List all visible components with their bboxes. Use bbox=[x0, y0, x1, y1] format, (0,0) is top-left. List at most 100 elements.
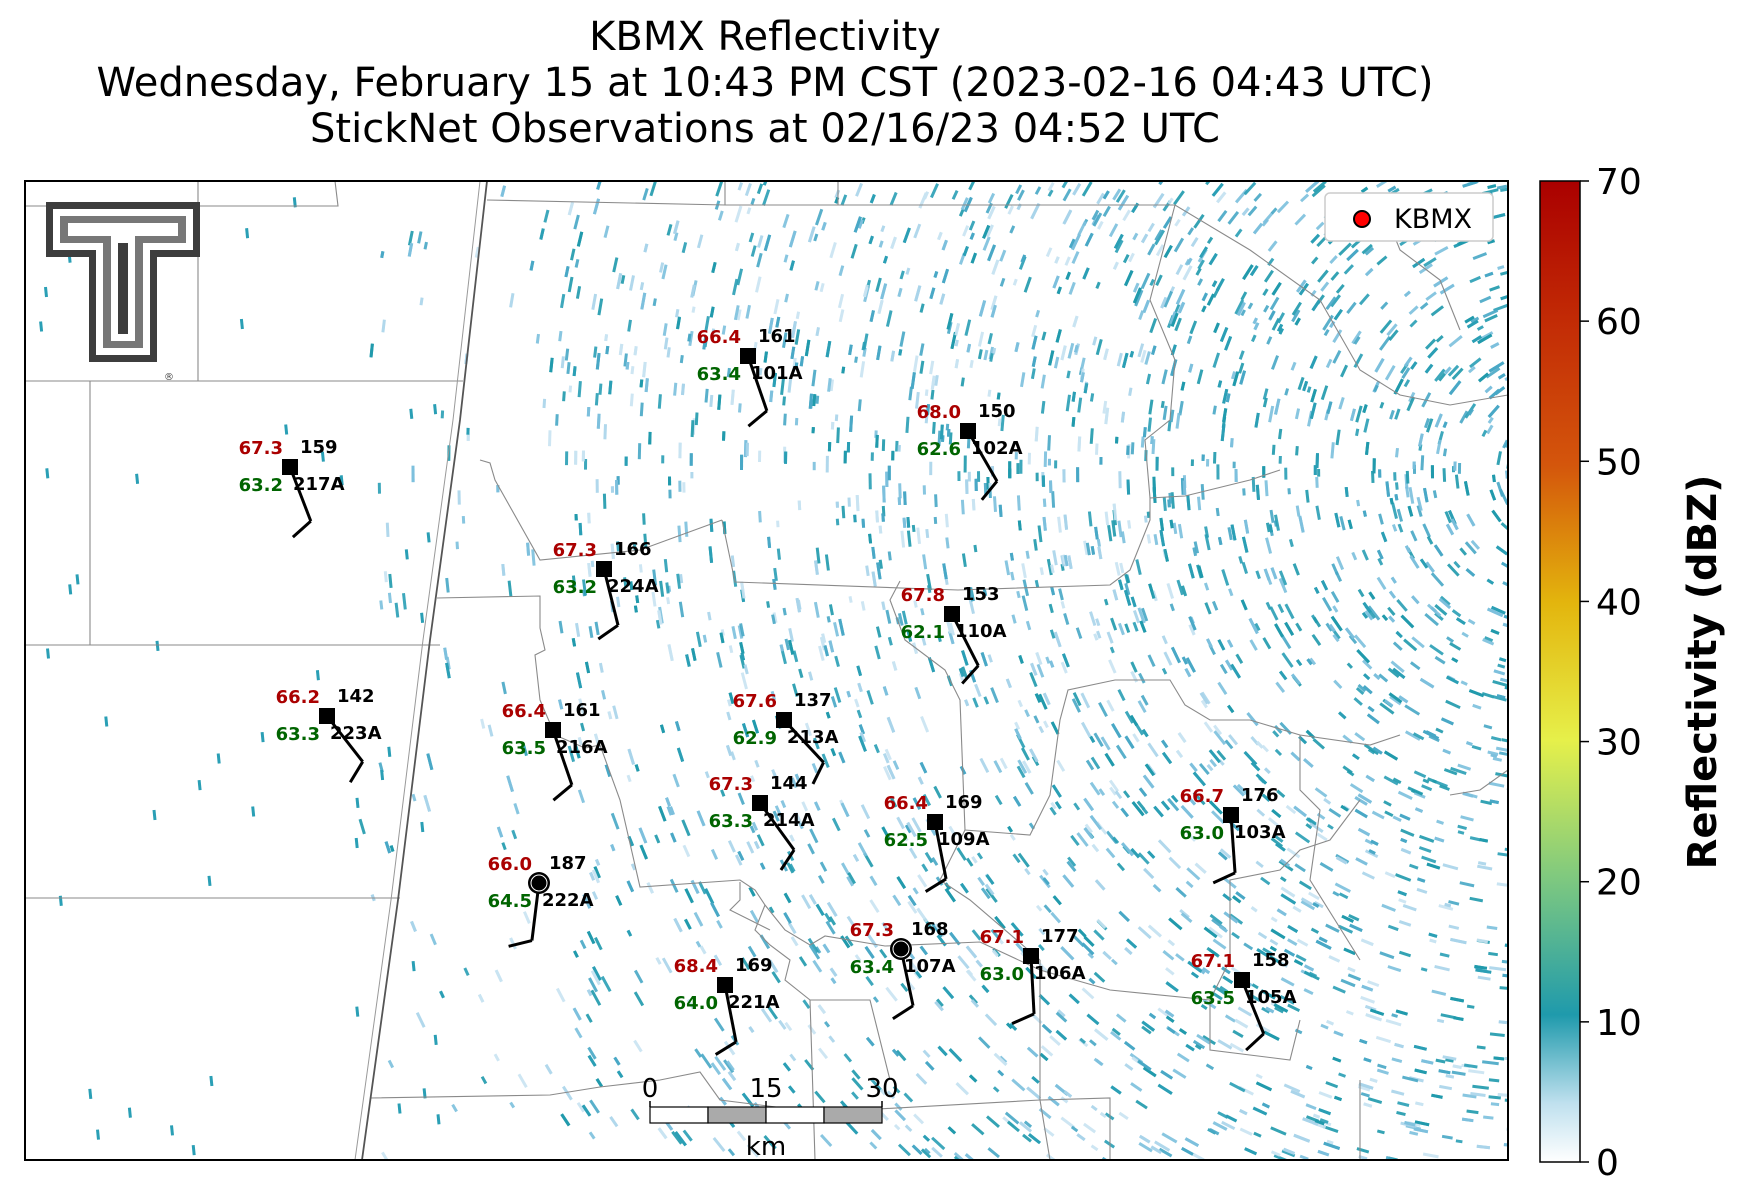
station-marker bbox=[1023, 948, 1039, 964]
station-id: 213A bbox=[787, 727, 839, 748]
wind-barb-flag bbox=[1245, 1032, 1265, 1052]
wind-barb bbox=[288, 466, 313, 522]
texas-tech-double-t-logo: ® bbox=[46, 202, 200, 383]
station-temperature: 67.1 bbox=[980, 927, 1024, 948]
colorbar-tick-label: 70 bbox=[1596, 162, 1642, 203]
wind-barb bbox=[966, 430, 999, 482]
colorbar-tick-label: 40 bbox=[1596, 582, 1642, 623]
station-wind-direction: 166 bbox=[614, 539, 652, 560]
station-temperature: 67.3 bbox=[850, 920, 894, 941]
station-dewpoint: 64.0 bbox=[674, 993, 718, 1014]
wind-barb-flag bbox=[747, 409, 768, 428]
colorbar-tick-label: 30 bbox=[1596, 723, 1642, 764]
wind-barb-flag bbox=[892, 1004, 914, 1020]
station-temperature: 66.4 bbox=[884, 793, 928, 814]
stations-layer: 66.4 63.4 161 101A 68.0 62.6 150 102A 67.3 63.2 15… bbox=[239, 326, 1297, 1056]
wind-barb-flag bbox=[714, 1040, 737, 1056]
station-wind-direction: 142 bbox=[337, 686, 375, 707]
station-id: 224A bbox=[607, 576, 659, 597]
station-wind-direction: 153 bbox=[962, 584, 1000, 605]
title-line-2: Wednesday, February 15 at 10:43 PM CST (… bbox=[96, 60, 1434, 106]
station-temperature: 67.3 bbox=[709, 774, 753, 795]
colorbar-tick-label: 0 bbox=[1596, 1143, 1619, 1184]
station-dewpoint: 63.0 bbox=[980, 964, 1024, 985]
station-wind-direction: 150 bbox=[978, 401, 1016, 422]
station-109A: 66.4 62.5 169 109A bbox=[884, 792, 990, 893]
station-temperature: 66.4 bbox=[502, 701, 546, 722]
station-wind-direction: 187 bbox=[549, 853, 587, 874]
station-id: 107A bbox=[904, 956, 956, 977]
station-marker bbox=[944, 606, 960, 622]
wind-barb-flag bbox=[552, 783, 573, 802]
station-wind-direction: 161 bbox=[563, 700, 601, 721]
wind-barb bbox=[933, 821, 948, 880]
station-temperature: 66.2 bbox=[276, 687, 320, 708]
station-temperature: 67.3 bbox=[553, 540, 597, 561]
station-dewpoint: 62.5 bbox=[884, 830, 928, 851]
colorbar-tick-label: 10 bbox=[1596, 1003, 1642, 1044]
station-dewpoint: 63.5 bbox=[502, 738, 546, 759]
station-dewpoint: 63.4 bbox=[697, 364, 741, 385]
station-wind-direction: 161 bbox=[758, 326, 796, 347]
reflectivity-field bbox=[39, 181, 1508, 1160]
wind-barb bbox=[551, 729, 574, 786]
station-id: 217A bbox=[293, 474, 345, 495]
station-id: 216A bbox=[556, 737, 608, 758]
station-marker bbox=[740, 348, 756, 364]
colorbar-tick-label: 20 bbox=[1596, 863, 1642, 904]
station-wind-direction: 158 bbox=[1252, 950, 1290, 971]
colorbar-tick-label: 50 bbox=[1596, 442, 1642, 483]
station-marker bbox=[1234, 972, 1250, 988]
station-temperature: 67.6 bbox=[733, 691, 777, 712]
title-line-1: KBMX Reflectivity bbox=[589, 14, 941, 60]
station-221A: 68.4 64.0 169 221A bbox=[674, 955, 780, 1056]
station-temperature: 67.1 bbox=[1191, 951, 1235, 972]
station-103A: 66.7 63.0 176 103A bbox=[1180, 785, 1286, 885]
station-marker bbox=[927, 814, 943, 830]
scale-unit: km bbox=[746, 1132, 786, 1162]
station-id: 110A bbox=[955, 621, 1007, 642]
station-marker bbox=[1223, 807, 1239, 823]
wind-barb bbox=[1240, 979, 1266, 1035]
legend-label: KBMX bbox=[1394, 204, 1472, 235]
station-id: 221A bbox=[728, 992, 780, 1013]
station-id: 102A bbox=[971, 438, 1023, 459]
station-wind-direction: 176 bbox=[1241, 785, 1279, 806]
wind-barb-flag bbox=[924, 877, 947, 893]
scale-bar: 0 15 30 km bbox=[642, 1074, 899, 1162]
station-id: 106A bbox=[1034, 963, 1086, 984]
scale-tick-15: 15 bbox=[749, 1074, 782, 1104]
wind-barb bbox=[746, 355, 769, 412]
wind-barb-flag bbox=[597, 624, 619, 641]
station-dewpoint: 62.1 bbox=[901, 622, 945, 643]
calm-ring bbox=[892, 940, 910, 958]
station-dewpoint: 63.3 bbox=[709, 811, 753, 832]
station-marker bbox=[717, 977, 733, 993]
station-temperature: 67.8 bbox=[901, 585, 945, 606]
map-frame bbox=[24, 180, 1509, 1161]
station-marker bbox=[319, 708, 335, 724]
station-224A: 67.3 63.2 166 224A bbox=[553, 539, 659, 641]
wind-barb bbox=[1229, 814, 1237, 873]
station-temperature: 68.4 bbox=[674, 956, 718, 977]
svg-text:®: ® bbox=[164, 372, 174, 383]
wind-barb-flag bbox=[1212, 871, 1236, 885]
station-dewpoint: 63.2 bbox=[553, 577, 597, 598]
station-dewpoint: 62.6 bbox=[917, 439, 961, 460]
map-panel: 66.463.4161101A68.062.6150102A67.363.215… bbox=[25, 181, 1508, 1160]
station-id: 222A bbox=[542, 890, 594, 911]
station-223A: 66.2 63.3 142 223A bbox=[276, 686, 382, 784]
station-id: 101A bbox=[751, 363, 803, 384]
station-wind-direction: 144 bbox=[770, 773, 808, 794]
station-216A: 66.4 63.5 161 216A bbox=[502, 700, 608, 802]
station-dewpoint: 63.0 bbox=[1180, 823, 1224, 844]
station-wind-direction: 168 bbox=[911, 919, 949, 940]
kbmx-marker-icon bbox=[1353, 210, 1371, 228]
station-marker bbox=[545, 722, 561, 738]
station-101A: 66.4 63.4 161 101A bbox=[697, 326, 803, 428]
wind-barb-flag bbox=[1011, 1012, 1035, 1025]
station-dewpoint: 63.4 bbox=[850, 957, 894, 978]
colorbar: 0 10 20 30 40 50 60 70 Reflectivity (dBZ) bbox=[1539, 162, 1726, 1184]
station-temperature: 67.3 bbox=[239, 438, 283, 459]
wind-barb-flag bbox=[811, 761, 825, 785]
